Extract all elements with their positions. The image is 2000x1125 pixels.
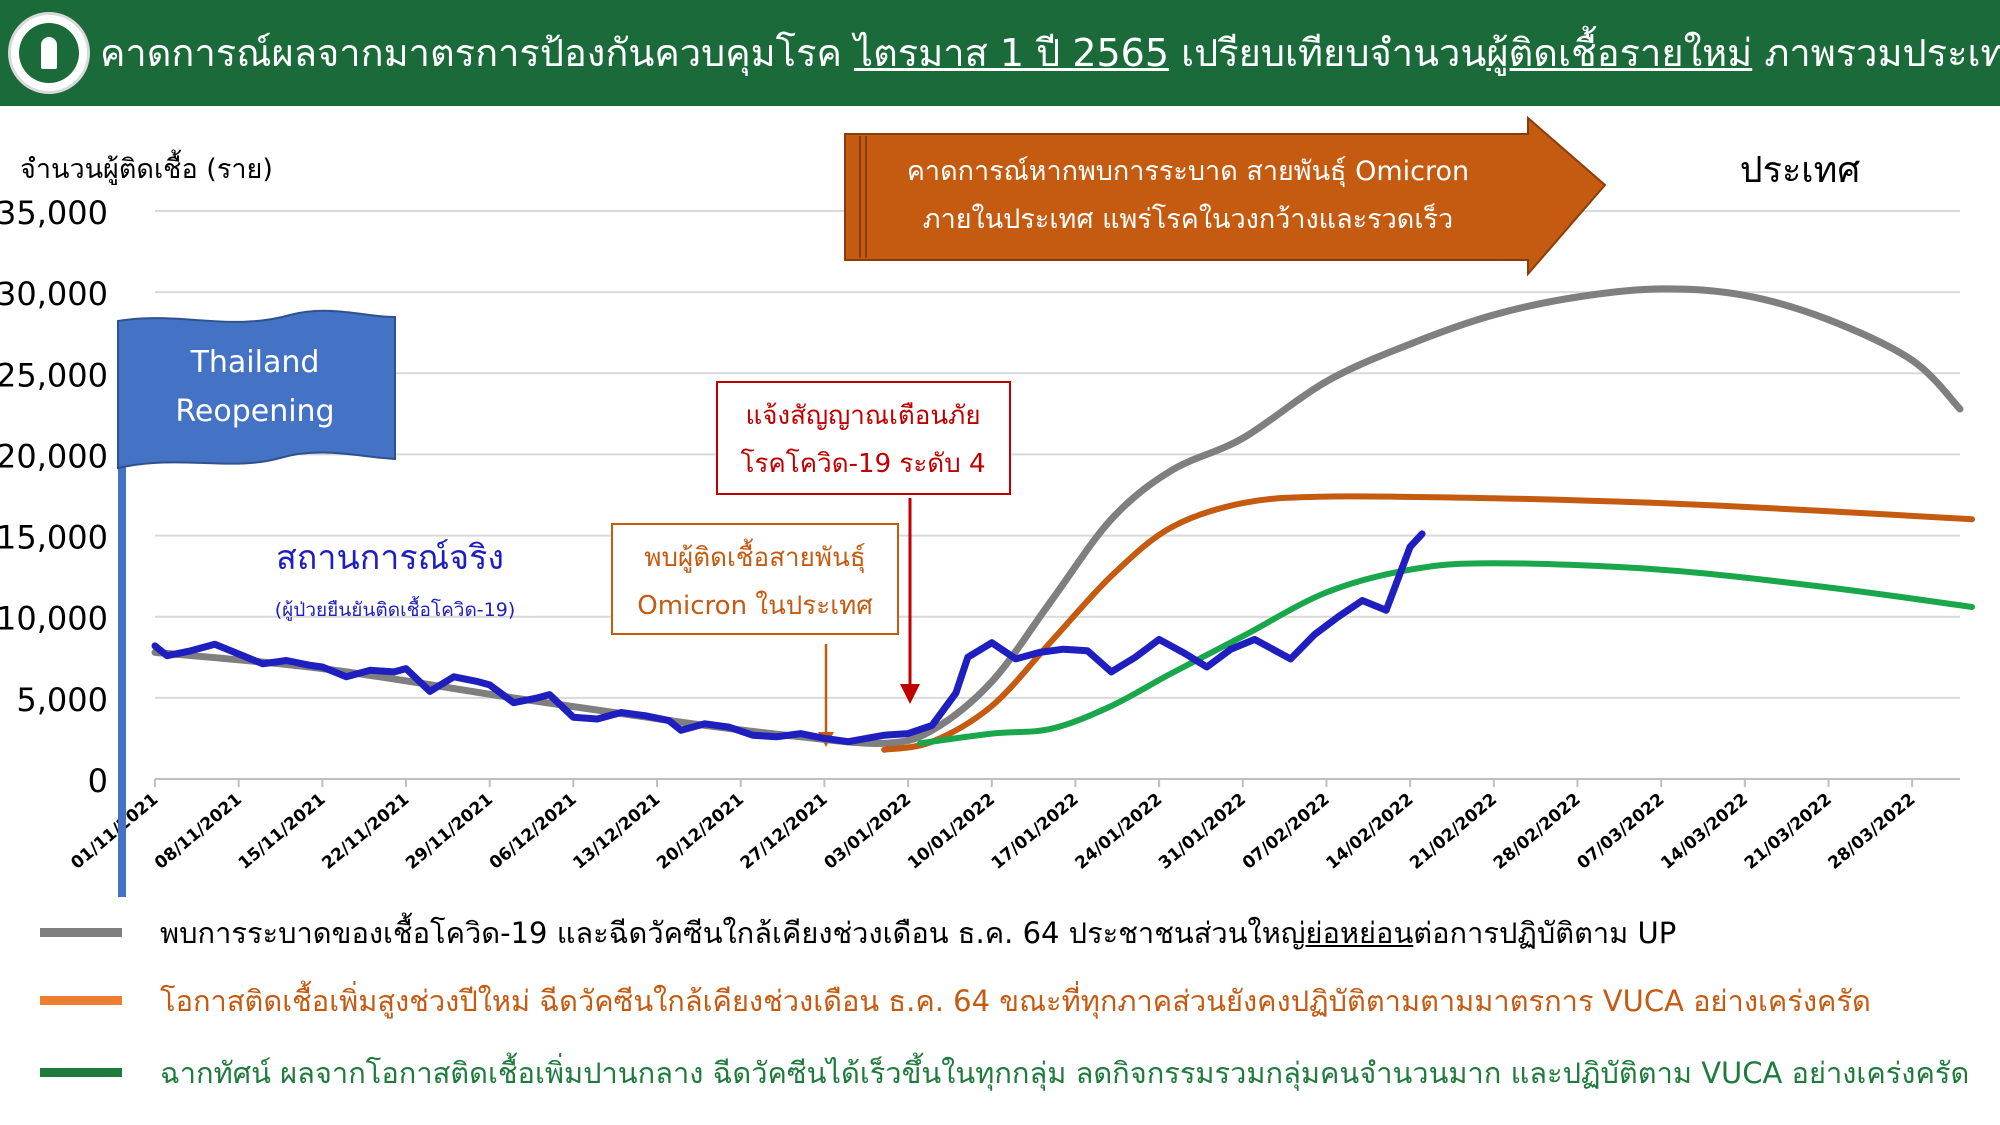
y-tick-label: 30,000 — [0, 275, 108, 313]
x-tick-label: 28/03/2022 — [1825, 790, 1920, 874]
legend-swatch-orange — [40, 996, 122, 1005]
legend-label-gray: พบการระบาดของเชื้อโควิด-19 และฉีดวัคซีนใ… — [160, 916, 1677, 950]
x-tick-label: 20/12/2021 — [653, 790, 748, 874]
x-tick-label: 24/01/2022 — [1071, 790, 1166, 874]
x-tick-label: 07/03/2022 — [1574, 790, 1669, 874]
x-tick-label: 22/11/2021 — [318, 790, 413, 874]
y-tick-label: 0 — [88, 762, 108, 800]
series-green — [917, 560, 1975, 747]
x-tick-label: 17/01/2022 — [988, 790, 1083, 874]
alert-level-4-callout: แจ้งสัญญาณเตือนภัย โรคโควิด-19 ระดับ 4 — [716, 381, 1011, 704]
forecast-arrow: คาดการณ์หากพบการระบาด สายพันธุ์ Omicron … — [844, 115, 1607, 277]
x-tick-label: 08/11/2021 — [151, 790, 246, 874]
y-tick-label: 10,000 — [0, 600, 108, 638]
y-tick-label: 25,000 — [0, 356, 108, 394]
header-bar: คาดการณ์ผลจากมาตรการป้องกันควบคุมโรค ไตร… — [0, 0, 2000, 106]
actual-situation-sublabel: (ผู้ป่วยยืนยันติดเชื้อโควิด-19) — [275, 596, 516, 621]
y-tick-label: 20,000 — [0, 437, 108, 475]
legend-swatch-green — [40, 1068, 122, 1077]
x-tick-label: 28/02/2022 — [1490, 790, 1585, 874]
y-axis-label: จำนวนผู้ติดเชื้อ (ราย) — [20, 149, 273, 185]
region-label: ประเทศ — [1740, 150, 1861, 191]
svg-text:ภายในประเทศ แพร่โรคในวงกว้างแล: ภายในประเทศ แพร่โรคในวงกว้างและรวดเร็ว — [923, 201, 1453, 235]
x-tick-label: 15/11/2021 — [235, 790, 330, 874]
y-tick-label: 35,000 — [0, 194, 108, 232]
x-tick-label: 31/01/2022 — [1155, 790, 1250, 874]
svg-text:พบผู้ติดเชื้อสายพันธุ์: พบผู้ติดเชื้อสายพันธุ์ — [644, 538, 865, 573]
actual-situation-label: สถานการณ์จริง — [276, 538, 504, 578]
x-tick-label: 06/12/2021 — [486, 790, 581, 874]
series-lines — [151, 285, 1975, 753]
y-tick-labels: 0 5,000 10,000 15,000 20,000 25,000 30,000 35,0… — [0, 194, 108, 800]
svg-text:Thailand: Thailand — [190, 345, 320, 380]
series-gray — [151, 285, 1964, 747]
gridlines — [155, 210, 1960, 780]
svg-text:คาดการณ์หากพบการระบาด สายพันธุ: คาดการณ์หากพบการระบาด สายพันธุ์ Omicron — [907, 155, 1469, 188]
flag-cloth — [117, 309, 396, 470]
flag-pole — [118, 321, 126, 897]
x-tick-label: 29/11/2021 — [402, 790, 497, 874]
svg-text:โรคโควิด-19 ระดับ 4: โรคโควิด-19 ระดับ 4 — [740, 448, 985, 479]
x-tick-label: 21/02/2022 — [1406, 790, 1501, 874]
forecast-chart: จำนวนผู้ติดเชื้อ (ราย) 0 5,000 10,000 15,00… — [0, 115, 1975, 897]
x-tick-label: 21/03/2022 — [1741, 790, 1836, 874]
x-tick-label: 13/12/2021 — [569, 790, 664, 874]
omicron-found-callout: พบผู้ติดเชื้อสายพันธุ์ Omicron ในประเทศ — [611, 523, 899, 747]
ministry-logo-icon — [8, 12, 90, 94]
svg-text:แจ้งสัญญาณเตือนภัย: แจ้งสัญญาณเตือนภัย — [745, 401, 980, 431]
svg-text:Omicron ในประเทศ: Omicron ในประเทศ — [637, 591, 873, 621]
x-tick-label: 01/11/2021 — [67, 790, 162, 874]
legend-label-green: ฉากทัศน์ ผลจากโอกาสติดเชื้อเพิ่มปานกลาง … — [160, 1056, 1970, 1090]
x-tick-label: 27/12/2021 — [737, 790, 832, 874]
x-tick-label: 14/03/2022 — [1657, 790, 1752, 874]
x-tick-label: 07/02/2022 — [1239, 790, 1334, 874]
y-tick-label: 5,000 — [16, 681, 108, 719]
x-tick-label: 03/01/2022 — [820, 790, 915, 874]
x-tick-labels: 01/11/202108/11/202115/11/202122/11/2021… — [67, 778, 1960, 874]
series-orange — [881, 493, 1975, 753]
legend-label-orange: โอกาสติดเชื้อเพิ่มสูงช่วงปีใหม่ ฉีดวัคซี… — [160, 984, 1871, 1018]
svg-text:Reopening: Reopening — [175, 394, 334, 429]
thailand-reopening-flag: Thailand Reopening — [117, 309, 396, 897]
series-actual — [151, 530, 1426, 746]
x-tick-label: 14/02/2022 — [1322, 790, 1417, 874]
x-tick-label: 10/01/2022 — [904, 790, 999, 874]
page-title: คาดการณ์ผลจากมาตรการป้องกันควบคุมโรค ไตร… — [100, 31, 2000, 75]
legend-swatch-gray — [40, 928, 122, 937]
y-tick-label: 15,000 — [0, 519, 108, 557]
